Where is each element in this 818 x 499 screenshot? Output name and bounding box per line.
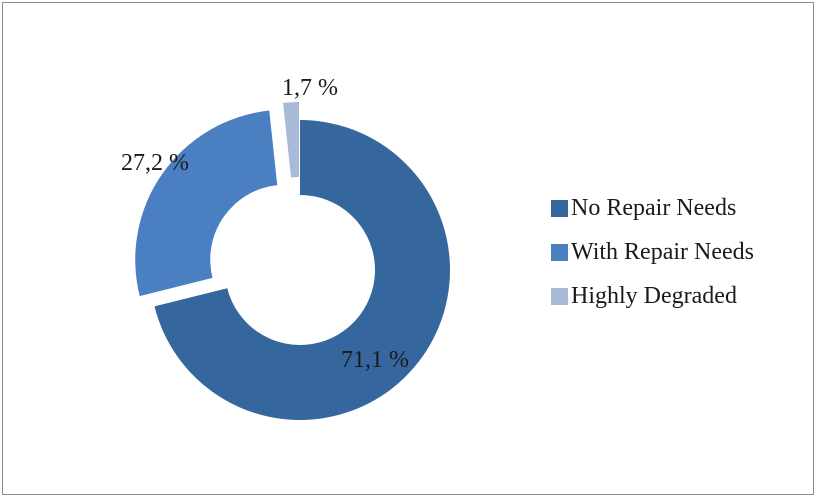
legend-item-highly-degraded: Highly Degraded [551, 274, 754, 318]
legend-swatch [551, 287, 568, 305]
donut-slices [135, 102, 450, 420]
slice-with-repair-needs [135, 110, 278, 297]
legend-swatch [551, 199, 568, 217]
data-label-no-repair-needs: 71,1 % [341, 347, 409, 373]
legend-label: With Repair Needs [571, 238, 754, 265]
legend-item-no-repair-needs: No Repair Needs [551, 186, 754, 230]
legend-label: Highly Degraded [571, 282, 737, 309]
legend-swatch [551, 243, 568, 261]
legend: No Repair Needs With Repair Needs Highly… [551, 186, 754, 318]
legend-item-with-repair-needs: With Repair Needs [551, 230, 754, 274]
data-label-with-repair-needs: 27,2 % [121, 150, 189, 176]
data-label-highly-degraded: 1,7 % [282, 75, 338, 101]
data-labels: 71,1 % 27,2 % 1,7 % [121, 75, 409, 373]
legend-label: No Repair Needs [571, 194, 737, 221]
slice-no-repair-needs [154, 120, 450, 420]
slice-highly-degraded [283, 102, 300, 178]
